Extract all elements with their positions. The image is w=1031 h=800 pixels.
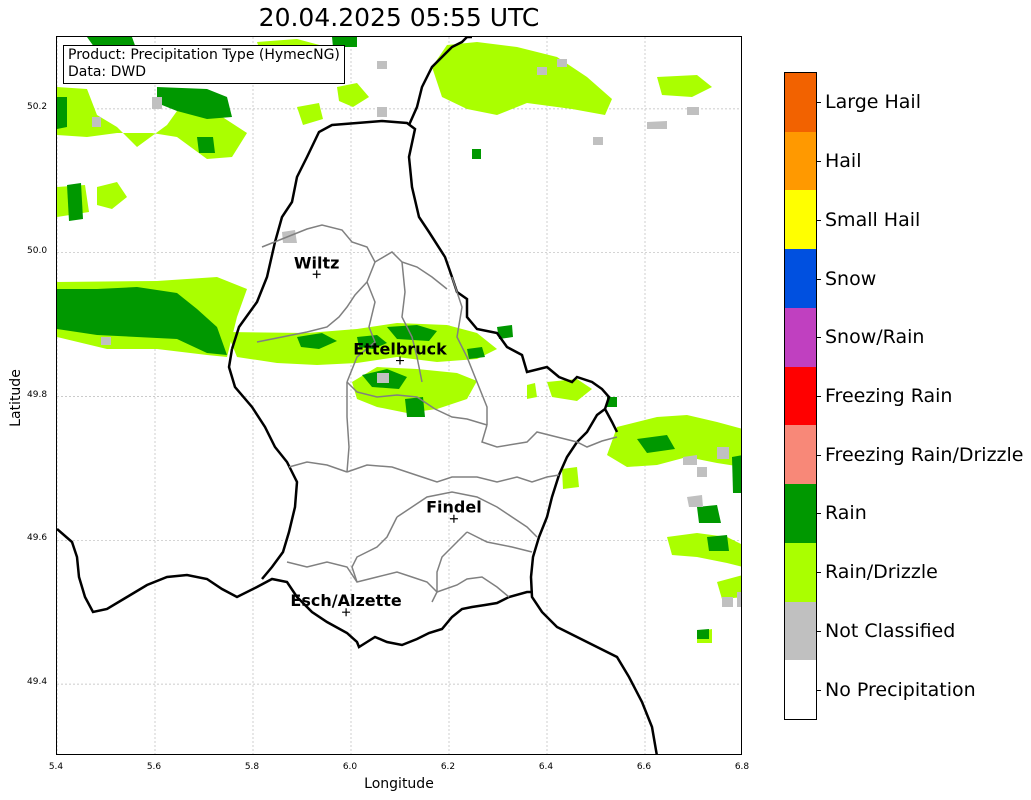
colorbar-segment [785,131,816,191]
colorbar-tick [817,513,821,515]
colorbar-label: Large Hail [825,91,921,114]
city-wiltz: Wiltz [294,253,340,279]
city-label: Wiltz [294,253,340,272]
canton-borders [256,224,618,603]
x-tick-label: 5.4 [48,762,64,772]
colorbar-tick [817,278,821,280]
colorbar-segment [785,249,816,309]
colorbar-tick [817,102,821,104]
city-markers: Wiltz Ettelbruck Findel Esch/Alzette [290,253,482,617]
y-axis-label: Latitude [8,369,24,427]
colorbar-tick [817,161,821,163]
colorbar-label: Freezing Rain [825,385,953,407]
city-marker-icon [312,270,321,279]
colorbar-label: Snow [825,267,877,290]
country-borders [57,37,658,754]
x-tick-label: 6.2 [440,762,456,772]
colorbar-segment [785,307,816,367]
city-esch-alzette: Esch/Alzette [290,591,402,617]
city-marker-icon [449,514,458,523]
data-source-label: Data: DWD [68,64,146,80]
colorbar-label: Rain/Drizzle [825,561,938,584]
colorbar-segment [785,73,816,132]
colorbar-label: No Precipitation [825,678,976,701]
map-title: 20.04.2025 05:55 UTC [258,3,540,32]
city-label: Esch/Alzette [290,591,402,610]
x-tick-label: 6.4 [538,762,554,772]
x-axis-label: Longitude [364,776,434,792]
not-classified-cells [92,59,741,607]
colorbar [784,72,817,720]
precipitation-map: Wiltz Ettelbruck Findel Esch/Alzette [57,37,741,754]
city-label: Findel [426,498,482,517]
x-tick-label: 5.8 [244,762,260,772]
y-tick-label: 50.0 [27,245,48,256]
x-tick-label: 6.0 [342,762,358,772]
x-tick-label: 6.6 [636,762,652,772]
y-tick-label: 50.2 [27,101,48,112]
map-plot-area: Wiltz Ettelbruck Findel Esch/Alzette [56,36,742,755]
colorbar-tick [817,337,821,339]
colorbar-segment [785,660,816,720]
city-ettelbruck: Ettelbruck [353,340,447,365]
colorbar-segment [785,601,816,661]
product-label: Product: Precipitation Type (HymecNG) [68,47,340,63]
colorbar-label: Rain [825,502,867,525]
city-findel: Findel [426,498,482,523]
colorbar-label: Hail [825,150,862,173]
rain-cells [57,37,741,639]
colorbar-tick [817,219,821,221]
colorbar-segment [785,484,816,544]
city-marker-icon [396,356,404,365]
city-label: Ettelbruck [353,340,447,359]
colorbar-tick [817,396,821,397]
colorbar-segment [785,425,816,485]
colorbar-tick [817,689,821,691]
colorbar-segment [785,542,816,602]
x-tick-label: 6.8 [734,762,750,772]
product-info-box: Product: Precipitation Type (HymecNG) Da… [63,45,345,84]
colorbar-label: Small Hail [825,208,921,231]
colorbar-label: Freezing Rain/Drizzle [825,443,1024,466]
colorbar-tick [817,572,821,574]
y-tick-label: 49.6 [27,533,48,544]
colorbar-tick [817,454,821,456]
x-tick-label: 5.6 [146,762,162,772]
y-tick-label: 49.8 [27,389,48,400]
colorbar-label: Snow/Rain [825,326,925,349]
colorbar-label: Not Classified [825,619,956,642]
colorbar-segment [785,190,816,250]
colorbar-segment [785,366,816,426]
y-tick-label: 49.4 [27,677,48,688]
colorbar-tick [817,630,821,632]
city-marker-icon [342,608,351,617]
precipitation-field [57,37,741,643]
